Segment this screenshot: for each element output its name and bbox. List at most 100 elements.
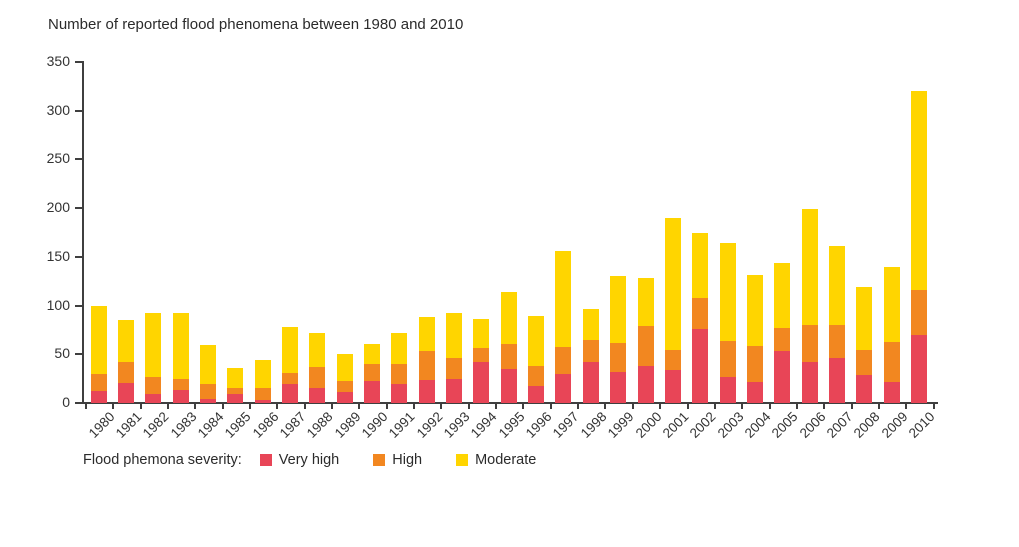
y-axis-tick-150 [75, 255, 82, 258]
bar-segment-1998-moderate [582, 309, 599, 340]
bar-segment-1993-high [446, 358, 463, 379]
bar-segment-2007-moderate [828, 246, 845, 326]
y-axis-tick-200 [75, 207, 82, 210]
x-axis-tick [741, 404, 744, 409]
y-axis-tick-label-50: 50 [54, 345, 70, 362]
bar-segment-1984-very-high [199, 399, 216, 403]
legend-label-moderate: Moderate [475, 452, 537, 468]
bar-segment-1989-moderate [336, 354, 353, 381]
bar-segment-1991-very-high [391, 383, 408, 403]
x-axis-tick [303, 404, 306, 409]
bar-segment-2000-very-high [637, 365, 654, 403]
y-axis-tick-100 [75, 304, 82, 307]
bar-segment-2002-moderate [692, 233, 709, 298]
legend-swatch-moderate [456, 454, 469, 466]
bar-segment-2001-high [664, 350, 681, 370]
bar-segment-1987-very-high [281, 383, 298, 403]
legend-title: Flood phemona severity: [83, 452, 242, 468]
bar-segment-1985-high [227, 388, 244, 395]
x-axis-tick [495, 404, 498, 409]
bar-segment-1999-moderate [610, 276, 627, 343]
bar-segment-1997-moderate [555, 251, 572, 348]
y-axis-tick-50 [75, 353, 82, 356]
bar-segment-1984-high [199, 384, 216, 400]
x-axis-tick [522, 404, 525, 409]
x-axis-tick [413, 404, 415, 409]
bar-segment-1996-moderate [528, 316, 545, 366]
bar-segment-2003-high [719, 340, 736, 377]
bar-segment-1980-very-high [90, 391, 107, 403]
bar-segment-1982-high [145, 376, 162, 395]
bar-segment-1989-very-high [336, 392, 353, 403]
x-axis-tick [194, 404, 197, 409]
x-axis-tick [330, 404, 333, 409]
bar-segment-1992-moderate [418, 317, 435, 352]
bar-segment-2008-high [856, 350, 873, 375]
y-axis-tick-250 [75, 158, 82, 161]
bar-segment-2008-moderate [856, 287, 873, 351]
x-axis-tick [877, 404, 880, 409]
chart-title: Number of reported flood phenomena betwe… [48, 16, 464, 33]
bar-segment-1994-very-high [473, 362, 490, 403]
x-axis-tick [221, 404, 224, 409]
y-axis-tick-label-300: 300 [46, 101, 70, 118]
bar-segment-1990-moderate [364, 343, 380, 365]
legend-label-very-high: Very high [278, 452, 340, 468]
x-axis-tick [84, 404, 87, 409]
legend-swatch-very-high [259, 454, 272, 466]
x-axis-tick [905, 404, 908, 409]
bar-segment-1983-very-high [172, 390, 189, 403]
bar-segment-1996-very-high [528, 386, 545, 403]
bar-segment-2003-moderate [719, 243, 736, 341]
x-axis-tick [823, 404, 826, 409]
x-axis-tick [358, 404, 361, 409]
legend-item-moderate: Moderate [456, 452, 536, 468]
bar-segment-2007-very-high [828, 358, 845, 403]
x-axis-tick [166, 404, 169, 409]
bar-segment-1988-high [309, 366, 326, 389]
bar-segment-1988-moderate [309, 332, 326, 367]
x-axis-tick [850, 404, 853, 409]
bar-segment-1995-high [500, 343, 517, 369]
x-axis-tick [248, 404, 251, 409]
x-axis-tick [768, 404, 771, 409]
bar-segment-1986-very-high [254, 400, 271, 403]
bar-segment-1998-very-high [582, 362, 599, 403]
x-axis-tick [549, 404, 552, 409]
x-axis-tick [276, 404, 279, 409]
bar-segment-1985-moderate [227, 367, 244, 389]
bar-segment-1992-high [418, 351, 435, 380]
bar-segment-1990-high [364, 364, 380, 381]
x-axis-tick [932, 404, 935, 409]
bar-segment-2010-high [911, 289, 927, 335]
bar-segment-1988-very-high [309, 388, 326, 403]
bar-segment-2004-high [746, 346, 763, 382]
bar-segment-2006-very-high [801, 362, 818, 403]
bar-segment-1982-moderate [145, 313, 162, 377]
bar-segment-1995-moderate [500, 291, 517, 344]
legend: Flood phemona severity: Very high High Mod… [83, 452, 570, 468]
bar-segment-2010-very-high [911, 334, 927, 403]
bar-segment-2005-very-high [774, 351, 791, 403]
y-axis-tick-label-0: 0 [62, 394, 70, 410]
y-axis-tick-label-350: 350 [46, 53, 70, 69]
bar-segment-1981-very-high [117, 382, 134, 403]
y-axis-tick-label-200: 200 [46, 199, 70, 216]
bar-segment-1993-very-high [446, 378, 463, 403]
bar-segment-1981-moderate [117, 320, 134, 363]
bar-segment-2009-very-high [883, 381, 900, 403]
x-axis-tick [604, 404, 607, 409]
bar-segment-1997-very-high [555, 373, 572, 403]
bar-segment-1986-high [254, 388, 271, 401]
y-axis-tick-300 [75, 109, 82, 112]
bar-segment-1991-high [391, 364, 408, 384]
x-axis-tick [659, 404, 662, 409]
y-axis-line [82, 61, 84, 404]
bar-segment-1987-high [281, 372, 298, 384]
y-axis-tick-0 [75, 402, 82, 404]
bar-segment-1994-moderate [473, 319, 490, 349]
bar-segment-1989-high [336, 380, 353, 393]
bar-segment-2004-moderate [746, 275, 763, 347]
bar-segment-1987-moderate [281, 327, 298, 373]
bar-segment-1999-very-high [610, 371, 627, 403]
